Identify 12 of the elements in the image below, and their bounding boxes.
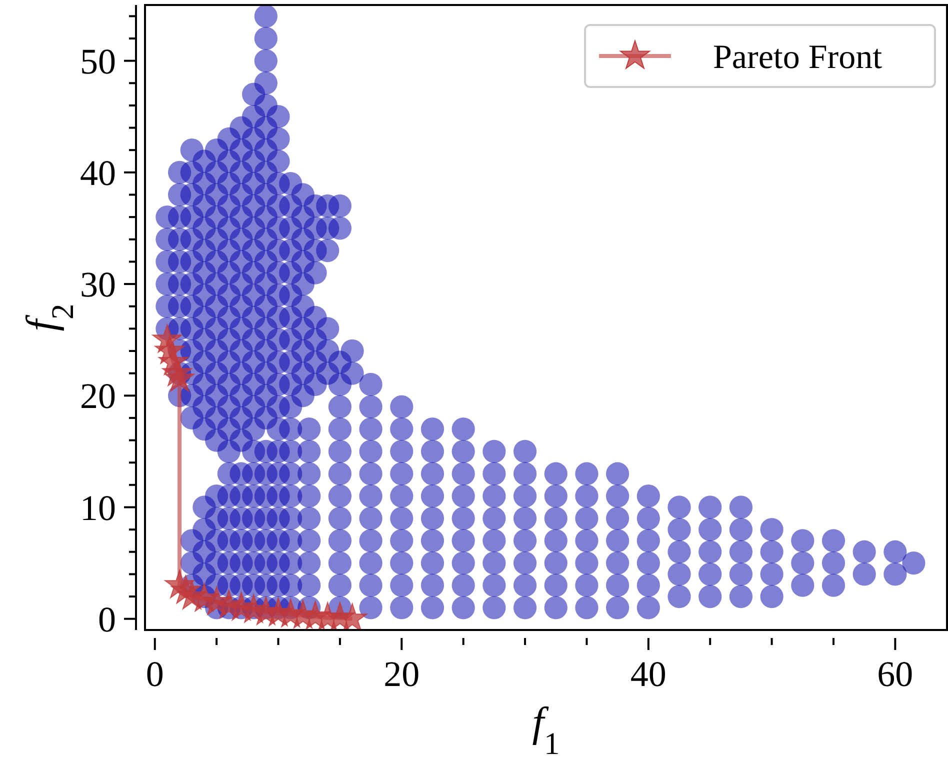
y-tick-label: 10 [80, 488, 116, 528]
y-tick-label: 30 [80, 264, 116, 305]
x-tick-label: 40 [630, 654, 666, 694]
y-tick-label: 40 [80, 153, 116, 194]
x-tick-label: 20 [384, 654, 420, 694]
x-tick-label: 60 [877, 654, 914, 694]
x-tick-label: 0 [146, 654, 164, 694]
x-axis-title: f$_{1}$ [532, 700, 560, 760]
legend-label: Pareto Front [713, 38, 883, 76]
y-tick-label: 0 [98, 599, 116, 640]
y-tick-label: 50 [80, 41, 116, 82]
y-tick-label: 20 [80, 376, 116, 416]
